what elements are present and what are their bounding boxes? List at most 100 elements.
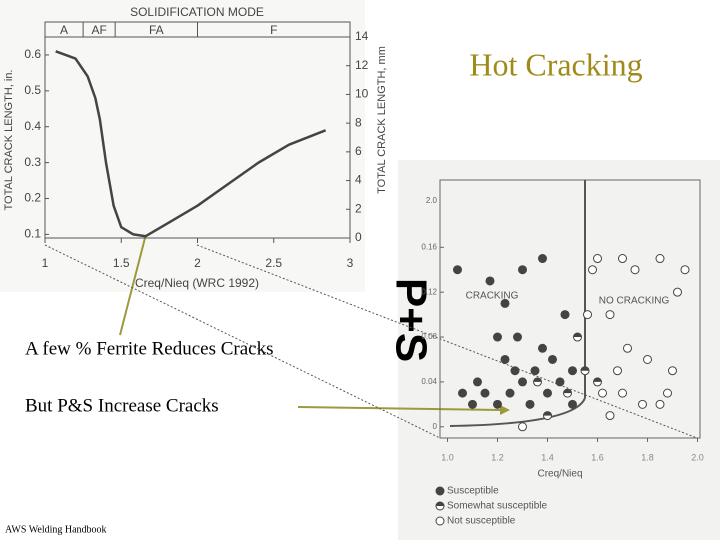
x-tick-label: 1.5 (113, 256, 130, 270)
point-filled (458, 388, 467, 398)
point-filled (543, 388, 552, 398)
y-tick-label: 0.5 (24, 83, 41, 97)
caption: But P&S Increase Cracks (25, 395, 219, 416)
point-open (655, 399, 665, 409)
axis-break-label: 2.0 (426, 196, 438, 205)
point-open (588, 265, 597, 275)
annotation: CRACKING (466, 291, 519, 302)
point-filled (500, 298, 510, 308)
point-filled (538, 343, 547, 353)
x-tick-label: 1.0 (441, 452, 454, 462)
y2-tick-label: 0 (355, 230, 362, 244)
point-half-fill (593, 377, 602, 382)
line (55, 50, 327, 238)
mode-label: A (60, 23, 68, 37)
x-tick-label: 2 (194, 256, 201, 270)
point-open (673, 287, 682, 297)
zoom-line (196, 244, 698, 439)
point-filled (568, 399, 577, 409)
x-tick-label: 1.6 (591, 452, 604, 462)
point-open (598, 388, 607, 398)
point-half-fill (533, 377, 542, 382)
y-tick-label: 0.08 (421, 332, 437, 341)
point-open (643, 354, 652, 364)
point-open (435, 516, 445, 526)
point-half-fill (563, 389, 572, 394)
zoom-line (44, 244, 441, 439)
point-open (583, 310, 592, 320)
point-open (668, 366, 677, 376)
point-filled (500, 354, 510, 364)
point-open (663, 388, 672, 398)
point-filled (530, 366, 540, 376)
arrow (119, 237, 146, 336)
point-filled (493, 332, 502, 342)
point-open (613, 366, 622, 376)
point-filled (485, 276, 495, 286)
point-half-fill (581, 366, 589, 371)
point-filled (493, 399, 502, 409)
mode-label: AF (91, 23, 106, 37)
point-open (618, 388, 627, 398)
point-filled (505, 388, 515, 398)
x-axis-label: Creq/Nieq (WRC 1992) (135, 276, 259, 290)
point-filled (560, 310, 570, 320)
y-axis-label: TOTAL CRACK LENGTH, in. (3, 70, 15, 211)
point-open (618, 254, 627, 264)
point-filled (468, 399, 477, 409)
legend-label: Somewhat susceptible (447, 501, 547, 512)
point-half-fill (436, 502, 444, 506)
point-filled (453, 265, 462, 275)
x-tick-label: 1.8 (641, 452, 654, 462)
y-tick-label: 0 (433, 422, 438, 431)
legend-label: Susceptible (447, 486, 499, 497)
annotation: NO CRACKING (599, 296, 670, 307)
point-filled (525, 399, 535, 409)
point-filled (473, 377, 482, 387)
x-tick-label: 3 (347, 256, 354, 270)
x-axis-label: Creq/Nieq (537, 469, 582, 480)
x-tick-label: 2.0 (691, 452, 704, 462)
point-half-fill (573, 333, 582, 338)
y-tick-label: 0.1 (24, 227, 41, 241)
y2-tick-label: 2 (355, 201, 362, 215)
x-tick-label: 1 (42, 256, 49, 270)
y-tick-label: 0.12 (421, 287, 437, 296)
y-tick-label: 0.16 (421, 242, 437, 251)
point-open (680, 265, 690, 275)
y2-tick-label: 10 (355, 87, 369, 101)
side-label: P+S (386, 278, 435, 362)
y2-tick-label: 6 (355, 144, 362, 158)
point-open (623, 343, 632, 353)
y-tick-label: 0.3 (24, 155, 41, 169)
point-open (655, 254, 665, 264)
point-open (638, 399, 647, 409)
plot-frame (439, 179, 701, 439)
source: AWS Welding Handbook (5, 524, 107, 535)
point-filled (513, 332, 522, 342)
y2-tick-label: 12 (355, 58, 369, 72)
arrow (297, 406, 501, 411)
y2-tick-label: 14 (355, 29, 369, 43)
arrowhead (500, 405, 510, 415)
point-open (593, 254, 602, 264)
y2-tick-label: 8 (355, 115, 362, 129)
point-filled (510, 366, 520, 376)
slide-title: Hot Cracking (469, 46, 642, 82)
point-filled (518, 265, 527, 275)
y2-axis-label: TOTAL CRACK LENGTH, mm (376, 46, 388, 194)
point-open (605, 310, 615, 320)
point-open (518, 422, 527, 432)
y-tick-label: 0.4 (24, 119, 41, 133)
y-tick-label: 0.6 (24, 47, 41, 61)
point-open (605, 411, 615, 421)
x-tick-label: 1.4 (541, 452, 554, 462)
point-filled (548, 354, 557, 364)
mode-label: FA (149, 23, 164, 37)
chart-title: SOLIDIFICATION MODE (130, 5, 264, 19)
point-filled (435, 486, 445, 496)
point-half-fill (543, 411, 552, 416)
point-open (630, 265, 640, 275)
point-filled (518, 377, 527, 387)
